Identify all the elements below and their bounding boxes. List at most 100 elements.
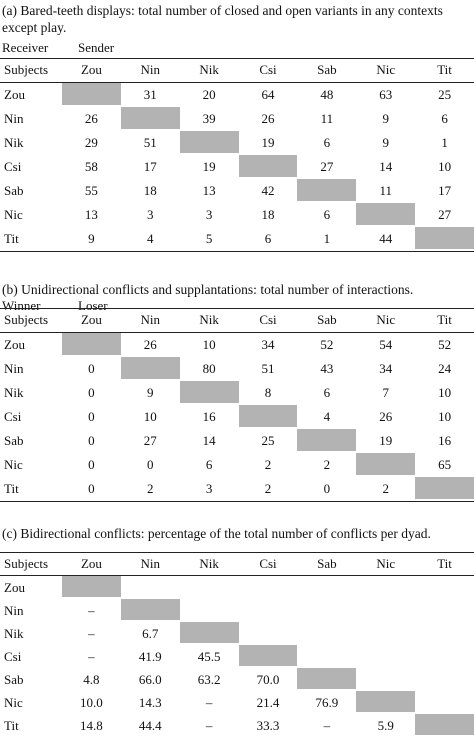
cell: 55 [84, 183, 98, 198]
diagonal-cell [120, 357, 180, 379]
cell: 16 [202, 409, 216, 424]
diagonal-cell [297, 179, 357, 201]
cell: 6 [205, 457, 213, 472]
row-label: Zou [4, 580, 25, 595]
row-label: Nin [4, 603, 24, 618]
cell: 44 [379, 231, 393, 246]
cell: 26 [379, 409, 393, 424]
header-cell: Zou [80, 62, 102, 77]
cell: 6 [264, 231, 272, 246]
cell: – [88, 626, 95, 641]
cell: 48 [320, 87, 334, 102]
row-role: Winner [2, 298, 41, 313]
cell: 0 [88, 481, 95, 496]
cell: 14.8 [80, 718, 103, 733]
cell: 64 [261, 87, 275, 102]
cell: – [205, 695, 213, 710]
cell: 2 [147, 481, 154, 496]
cell: 21.4 [256, 695, 280, 710]
row-label: Zou [4, 87, 25, 102]
cell: 63 [379, 87, 393, 102]
header-cell: Nik [199, 312, 219, 327]
row-label: Nik [4, 626, 24, 641]
cell: – [88, 649, 95, 664]
rule [0, 501, 474, 502]
cell: 4.8 [83, 672, 100, 687]
row-label: Zou [4, 337, 25, 352]
cell: 44.4 [138, 718, 162, 733]
cell: 1 [441, 135, 448, 150]
header-cell: Tit [437, 62, 452, 77]
cell: 34 [379, 361, 393, 376]
cell: 45.5 [197, 649, 221, 664]
cell: 58 [84, 159, 98, 174]
cell: 0 [147, 457, 154, 472]
cell: 66.0 [138, 672, 162, 687]
cell: 52 [320, 337, 334, 352]
cell: 17 [143, 159, 157, 174]
cell: 6 [323, 207, 331, 222]
cell: 33.3 [256, 718, 280, 733]
cell: 2 [264, 481, 272, 496]
cell: 8 [264, 385, 272, 400]
header-cell: Subjects [4, 556, 49, 571]
cell: 26 [143, 337, 157, 352]
row-label: Sab [4, 672, 24, 687]
cell: – [88, 603, 95, 618]
cell: 11 [320, 111, 334, 126]
cell: 27 [143, 433, 157, 448]
header-cell: Sab [317, 62, 337, 77]
header-cell: Subjects [4, 312, 49, 327]
cell: 4 [147, 231, 154, 246]
cell: 31 [143, 87, 157, 102]
cell: 11 [379, 183, 392, 198]
col-role: Loser [78, 298, 108, 313]
header-cell: Csi [259, 556, 277, 571]
cell: 6 [323, 135, 331, 150]
cell: 3 [205, 207, 213, 222]
diagonal-cell [297, 429, 357, 451]
cell: 43 [320, 361, 334, 376]
diagonal-cell [179, 381, 239, 403]
cell: 10 [202, 337, 216, 352]
cell: 0 [323, 481, 331, 496]
cell: 27 [438, 207, 452, 222]
rule [0, 575, 474, 576]
header-cell: Nin [140, 312, 161, 327]
cell: 51 [261, 361, 275, 376]
cell: 18 [143, 183, 157, 198]
diagonal-cell [179, 622, 239, 643]
cell: 80 [202, 361, 216, 376]
cell: 10 [143, 409, 157, 424]
cell: 2 [264, 457, 272, 472]
header-cell: Csi [259, 312, 277, 327]
cell: 54 [379, 337, 393, 352]
cell: 14 [202, 433, 216, 448]
row-label: Tit [4, 481, 19, 496]
cell: 2 [323, 457, 331, 472]
rule [0, 552, 474, 553]
diagonal-cell [238, 405, 298, 427]
cell: 27 [320, 159, 334, 174]
rule [0, 308, 474, 309]
cell: 0 [88, 457, 95, 472]
row-label: Nic [4, 695, 23, 710]
diagonal-cell [62, 576, 121, 597]
diagonal-cell [120, 107, 180, 129]
header-cell: Sab [317, 312, 337, 327]
cell: 41.9 [138, 649, 162, 664]
cell: 63.2 [197, 672, 221, 687]
cell: 34 [261, 337, 275, 352]
cell: 14 [379, 159, 393, 174]
diagonal-cell [415, 714, 474, 735]
table-caption: (b) Unidirectional conflicts and supplan… [2, 282, 414, 297]
table-caption: (c) Bidirectional conflicts: percentage … [2, 526, 431, 541]
header-cell: Csi [259, 62, 277, 77]
cell: 9 [147, 385, 154, 400]
cell: 0 [88, 385, 95, 400]
row-label: Nik [4, 385, 24, 400]
cell: 19 [379, 433, 393, 448]
cell: 9 [382, 135, 389, 150]
header-cell: Nic [376, 62, 396, 77]
header-cell: Nic [376, 312, 396, 327]
